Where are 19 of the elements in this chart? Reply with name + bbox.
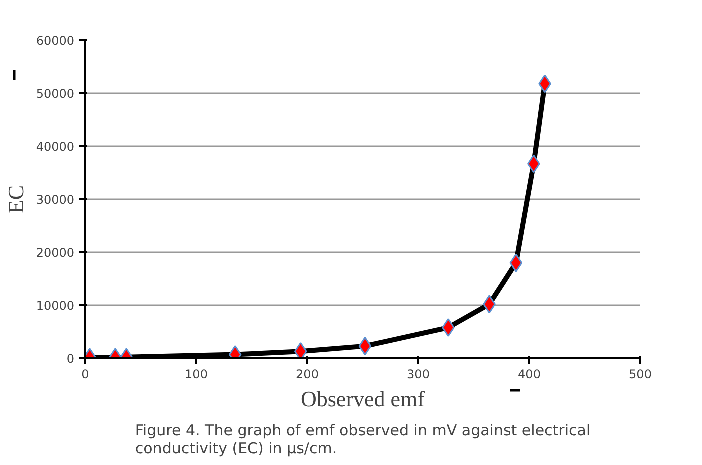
x-axis-title: Observed emf bbox=[300, 386, 426, 412]
x-tick-label: 300 bbox=[407, 368, 430, 382]
point bbox=[358, 337, 372, 356]
y-tick-label: 30000 bbox=[36, 193, 75, 207]
point bbox=[510, 254, 523, 272]
y-tick-label: 40000 bbox=[36, 140, 75, 154]
x-tick-label: 400 bbox=[518, 368, 541, 382]
x-tick-label: 0 bbox=[82, 368, 90, 382]
y-tick-label: 0 bbox=[66, 352, 75, 366]
y-tick-label: 10000 bbox=[36, 299, 75, 313]
y-tick-label: 60000 bbox=[36, 34, 75, 48]
y-axis-title: EC bbox=[3, 185, 28, 214]
y-tick-label: 20000 bbox=[36, 246, 75, 260]
point bbox=[294, 342, 308, 358]
x-tick-label: 200 bbox=[296, 368, 319, 382]
x-tick-label: 100 bbox=[185, 368, 208, 382]
y-tick-label: 50000 bbox=[36, 87, 75, 101]
caption: Figure 4. The graph of emf observed in mV against electrical conductivity (EC) in μs/cm. bbox=[135, 422, 591, 458]
x-tick-label: 500 bbox=[629, 368, 652, 382]
